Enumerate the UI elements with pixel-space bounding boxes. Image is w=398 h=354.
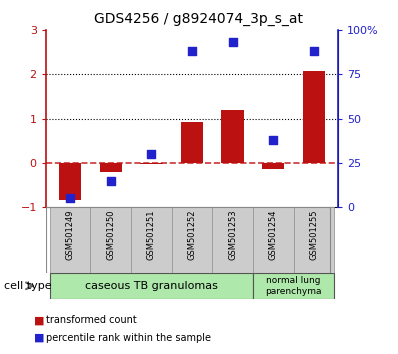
Text: GSM501254: GSM501254 [269,209,278,259]
Bar [100,163,122,172]
Bar [294,207,334,273]
Bar [172,207,213,273]
Point [189,48,195,54]
Bar [140,163,162,164]
Bar [59,163,81,200]
Text: GSM501249: GSM501249 [66,209,75,259]
Bar [253,207,294,273]
Text: cell type: cell type [4,281,52,291]
Bar [50,207,90,273]
Bar [50,273,253,299]
Point [67,195,73,201]
Text: GSM501250: GSM501250 [106,209,115,259]
Text: GSM501251: GSM501251 [147,209,156,259]
Bar [222,110,244,163]
Bar [213,207,253,273]
Point [311,48,317,54]
Bar [262,163,285,169]
Text: transformed count: transformed count [46,315,137,325]
Point [107,178,114,183]
Bar [303,71,325,163]
Text: GSM501253: GSM501253 [228,209,237,260]
Text: percentile rank within the sample: percentile rank within the sample [46,333,211,343]
Point [270,137,277,143]
Text: ■: ■ [34,315,44,325]
Bar [131,207,172,273]
Text: GSM501252: GSM501252 [187,209,197,259]
Text: normal lung
parenchyma: normal lung parenchyma [265,276,322,296]
Text: ■: ■ [34,333,44,343]
Bar [253,273,334,299]
Bar [90,207,131,273]
Point [148,151,154,157]
Point [230,40,236,45]
Text: caseous TB granulomas: caseous TB granulomas [85,281,218,291]
Bar [181,122,203,163]
Text: GSM501255: GSM501255 [309,209,318,259]
Text: GDS4256 / g8924074_3p_s_at: GDS4256 / g8924074_3p_s_at [94,12,304,27]
